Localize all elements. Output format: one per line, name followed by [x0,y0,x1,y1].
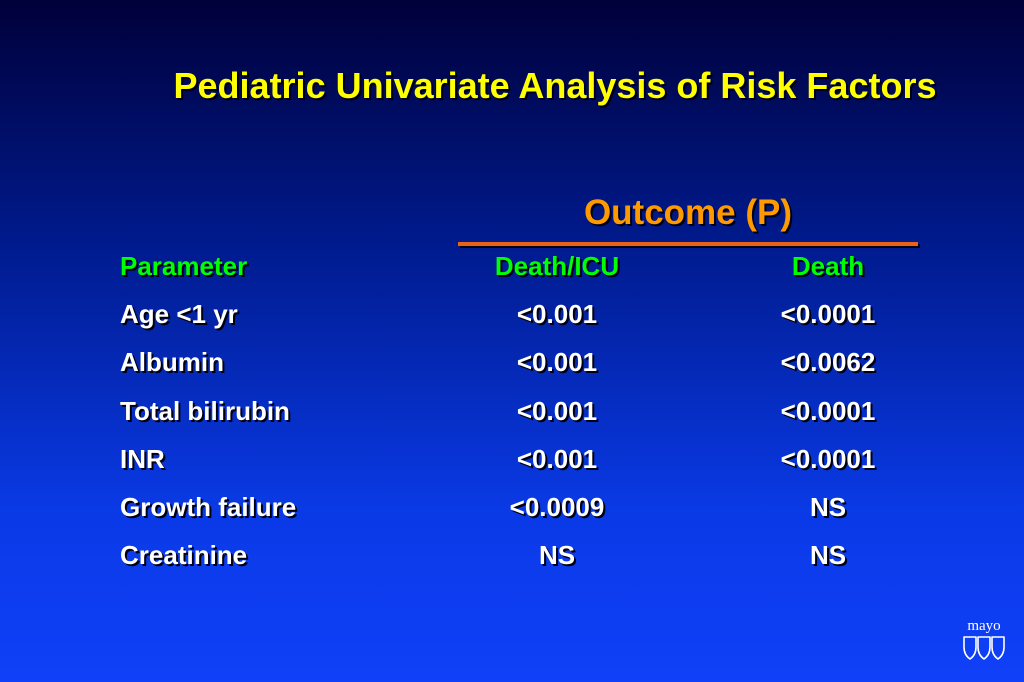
mayo-logo: mayo [960,618,1008,666]
death-cell: NS [809,492,847,522]
outcome-underline [458,242,918,246]
death-icu-cell: NS [538,540,576,570]
parameter-cell: Growth failure [120,492,297,522]
death-icu-cell: <0.001 [516,299,598,329]
column-header-parameter: Parameter [120,251,248,281]
death-icu-cell: <0.0009 [509,492,605,522]
column-header-death-icu: Death/ICU [494,251,620,281]
death-icu-cell: <0.001 [516,347,598,377]
logo-text: mayo [967,618,1001,634]
death-cell: NS [809,540,847,570]
death-cell: <0.0001 [780,444,876,474]
death-cell: <0.0001 [780,299,876,329]
column-header-death: Death [791,251,865,281]
parameter-cell: INR [120,444,165,474]
death-cell: <0.0062 [780,347,876,377]
outcome-group-header: Outcome (P) [583,193,793,232]
parameter-cell: Age <1 yr [120,299,238,329]
parameter-cell: Total bilirubin [120,396,290,426]
parameter-cell: Creatinine [120,540,248,570]
death-cell: <0.0001 [780,396,876,426]
parameter-cell: Albumin [120,347,224,377]
death-icu-cell: <0.001 [516,444,598,474]
slide-title: Pediatric Univariate Analysis of Risk Fa… [173,65,937,106]
death-icu-cell: <0.001 [516,396,598,426]
mayo-shields-logo-icon [963,636,1005,660]
